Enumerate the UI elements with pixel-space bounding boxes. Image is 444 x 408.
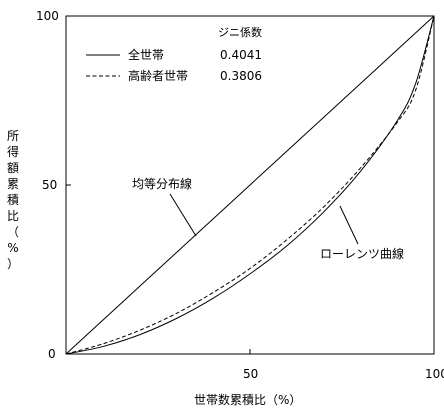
legend: ジニ係数 全世帯 0.4041 高齢者世帯 0.3806 (86, 26, 262, 83)
series-layer (65, 15, 435, 355)
legend-label-elderly-households: 高齢者世帯 (128, 68, 188, 83)
y-tick-label-0: 0 (48, 347, 56, 361)
legend-label-all-households: 全世帯 (128, 47, 164, 62)
series-line-2 (65, 15, 435, 355)
x-tick-label-100: 100 (425, 367, 444, 381)
annotation-lorenz-curve-label: ローレンツ曲線 (320, 246, 404, 261)
annotation-equality-line-label: 均等分布線 (132, 176, 192, 191)
annotation-lorenz-curve-leader (339, 205, 359, 245)
annotation-equality-line-leader (169, 193, 197, 237)
x-axis-label: 世帯数累積比（%） (194, 392, 301, 407)
y-tick-label-100: 100 (36, 9, 59, 23)
series-line-0 (65, 15, 435, 355)
legend-title: ジニ係数 (218, 26, 262, 39)
annotation-lorenz-curve: ローレンツ曲線 (320, 205, 404, 261)
series-line-1 (65, 15, 435, 355)
legend-value-elderly-households: 0.3806 (220, 69, 262, 83)
annotation-equality-line: 均等分布線 (132, 176, 197, 237)
legend-value-all-households: 0.4041 (220, 48, 262, 62)
y-axis-ticks: 0 50 100 (36, 9, 71, 361)
y-tick-label-50: 50 (42, 178, 57, 192)
x-tick-label-50: 50 (243, 367, 258, 381)
x-axis-ticks: 50 100 (243, 349, 444, 381)
y-axis-label: 所得額累積比（%） (7, 129, 19, 271)
